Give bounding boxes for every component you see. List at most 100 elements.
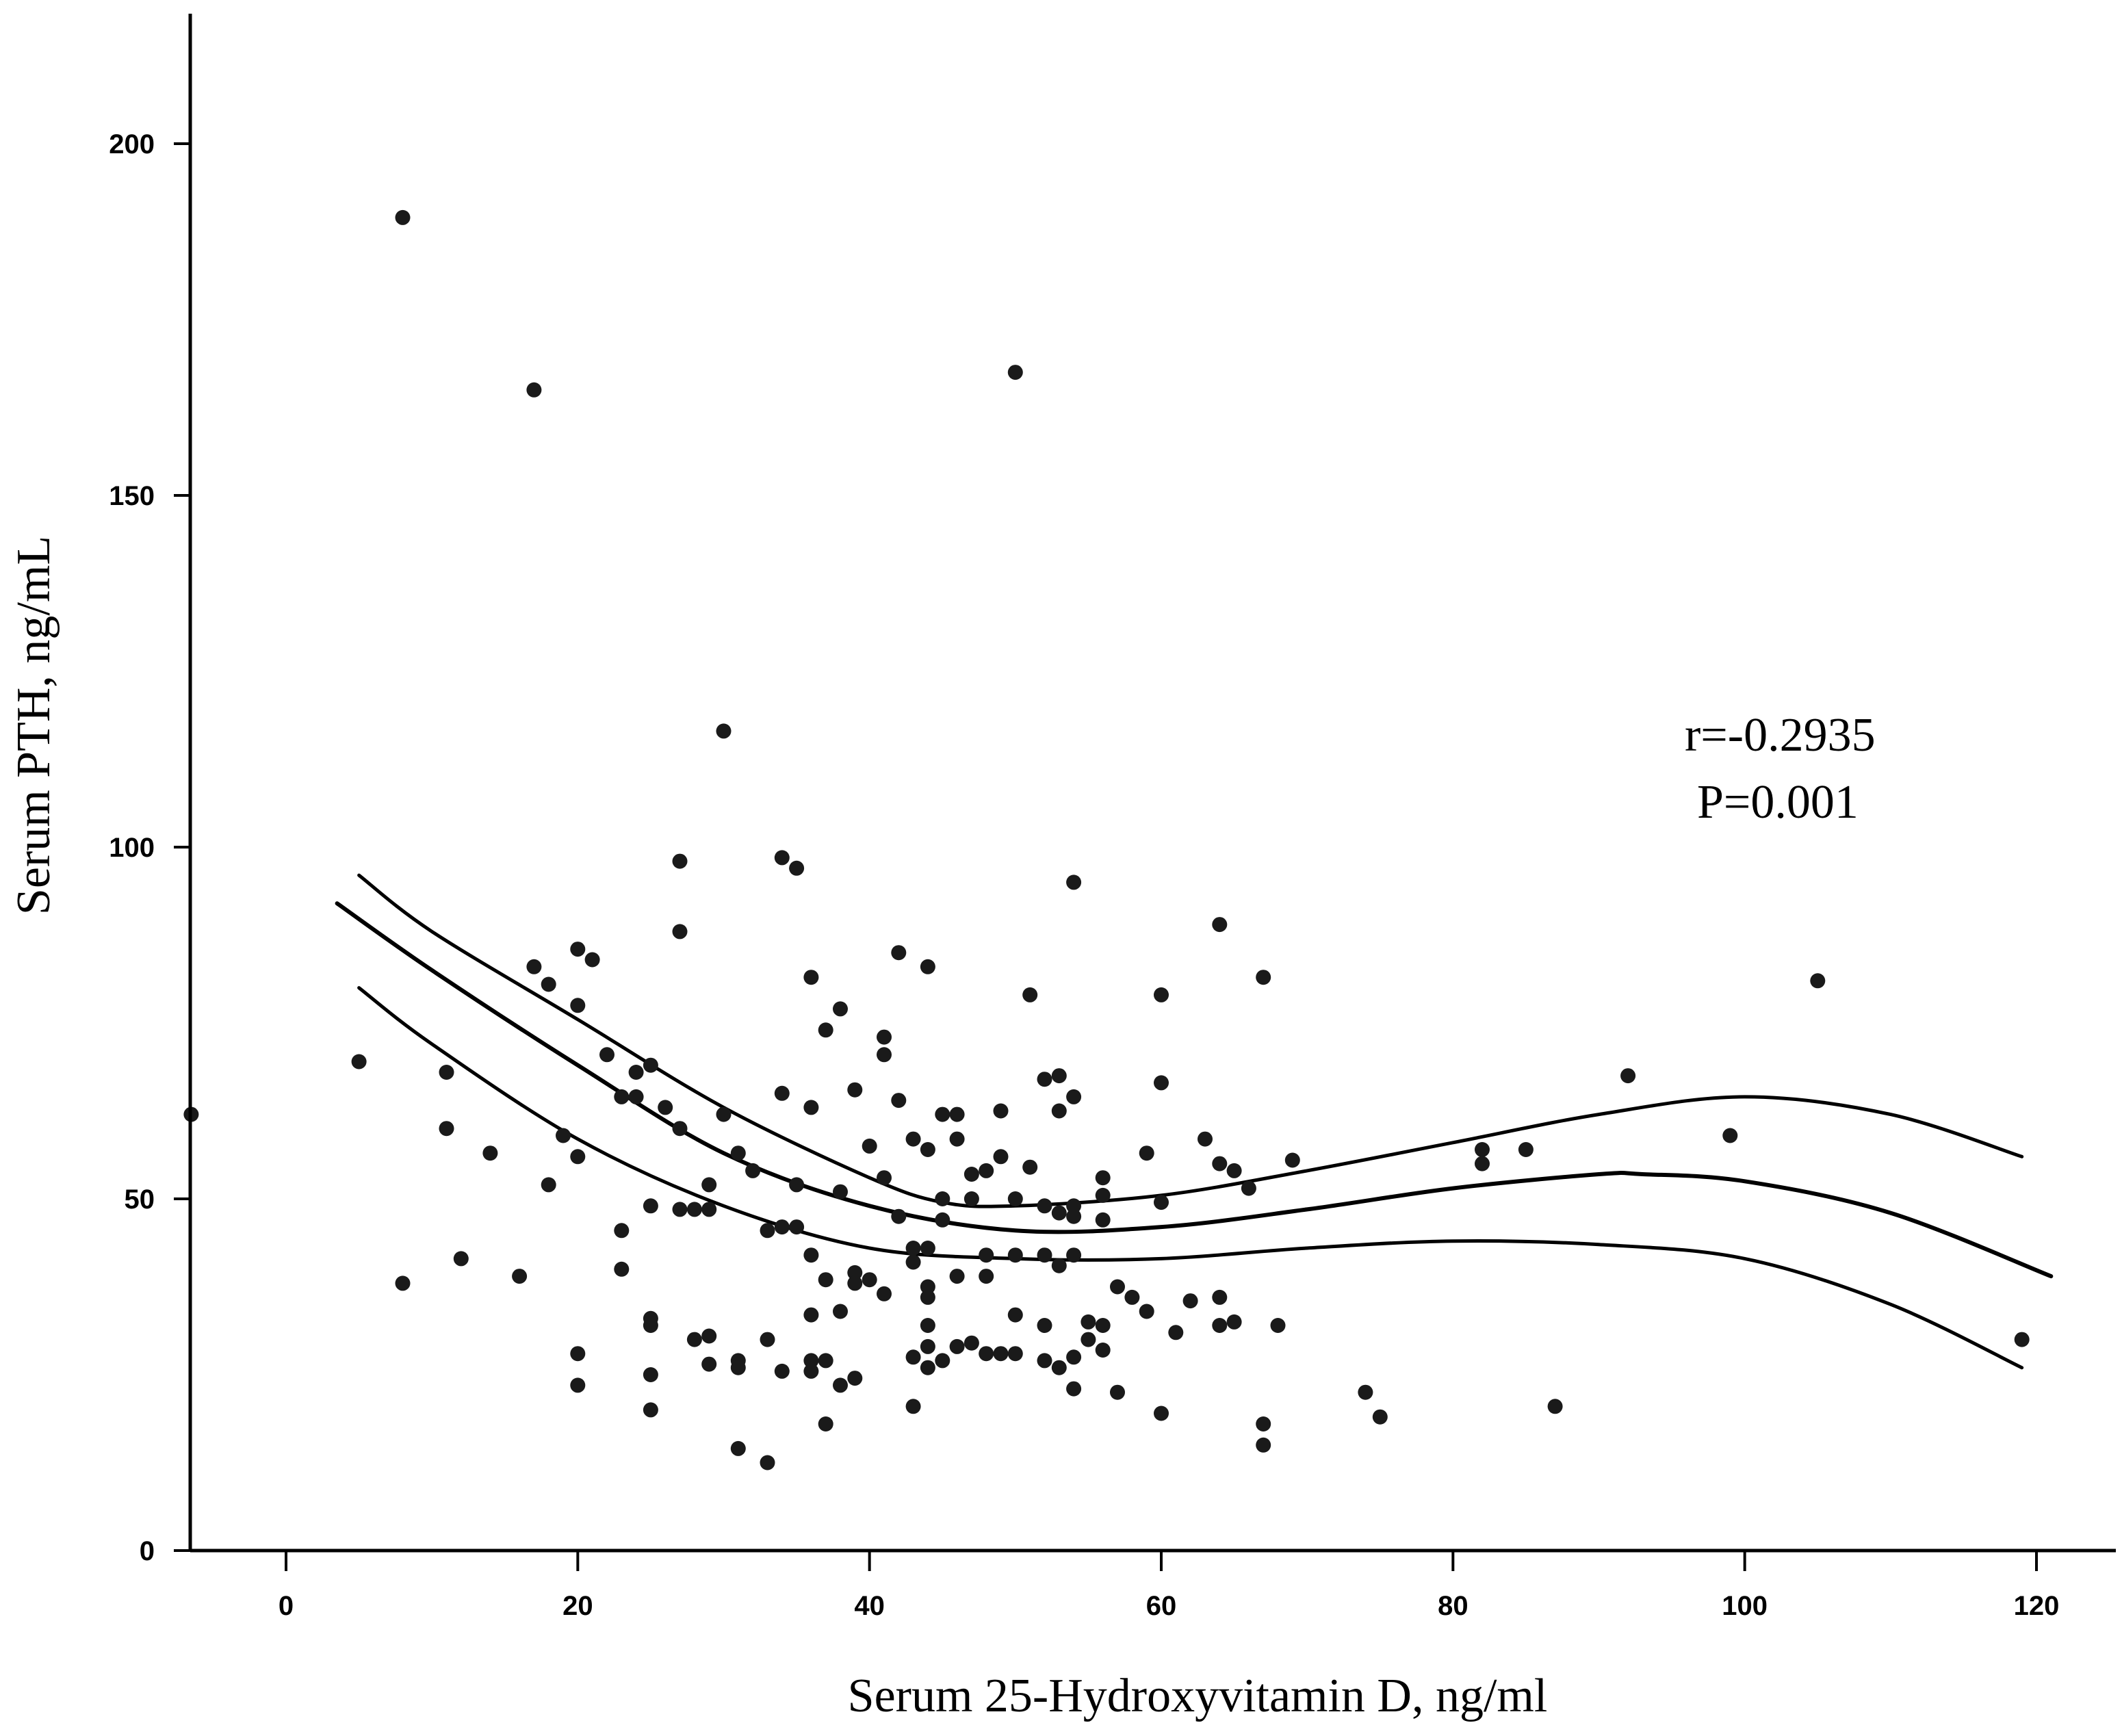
data-point [1372, 1409, 1388, 1425]
confidence-band-lower [357, 986, 2024, 1370]
data-point [847, 1082, 863, 1098]
data-point [1007, 1247, 1023, 1263]
data-point [891, 945, 907, 961]
data-point [774, 850, 790, 866]
data-point [920, 1289, 935, 1305]
data-point [1284, 1152, 1300, 1168]
data-point [993, 1149, 1009, 1165]
data-point [1095, 1343, 1111, 1358]
data-point [993, 1346, 1009, 1362]
data-point [1168, 1325, 1184, 1340]
data-point [1081, 1314, 1096, 1330]
data-point [993, 1103, 1009, 1119]
y-tick-label: 0 [140, 1536, 155, 1566]
data-point [949, 1269, 965, 1284]
data-point [949, 1106, 965, 1122]
data-point [672, 1121, 688, 1137]
data-point [672, 853, 688, 869]
data-point [541, 976, 556, 992]
data-point [1066, 1381, 1082, 1397]
data-point [2014, 1332, 2030, 1347]
data-point [614, 1261, 630, 1277]
y-tick-label: 200 [109, 129, 155, 159]
data-point [1212, 1156, 1228, 1171]
x-axis-ticks: 0 20 40 60 80 100 120 [279, 1551, 2060, 1621]
data-point [1241, 1180, 1256, 1196]
data-point [701, 1202, 717, 1217]
data-point [862, 1272, 877, 1288]
data-point [1037, 1247, 1052, 1263]
data-point [803, 1307, 819, 1323]
data-point [1066, 1089, 1082, 1104]
data-point [833, 1184, 848, 1200]
data-point [643, 1198, 658, 1214]
data-point [672, 1202, 688, 1217]
data-point [847, 1371, 863, 1386]
x-tick-label: 120 [2014, 1591, 2060, 1621]
data-point [570, 998, 586, 1013]
data-point [1095, 1212, 1111, 1228]
data-point [1212, 917, 1228, 933]
data-point [1095, 1318, 1111, 1333]
data-point [891, 1093, 907, 1109]
data-point [877, 1170, 892, 1186]
data-point [963, 1191, 979, 1206]
data-point [789, 1177, 805, 1193]
data-point [1475, 1142, 1490, 1157]
data-point [1256, 1416, 1271, 1431]
data-point [395, 209, 411, 225]
data-point [584, 952, 600, 968]
data-point [833, 1001, 848, 1017]
data-point [1022, 987, 1038, 1002]
data-point [803, 970, 819, 985]
data-point [1182, 1293, 1198, 1309]
data-point [658, 1100, 673, 1115]
data-point [1212, 1289, 1228, 1305]
data-point [1270, 1318, 1286, 1333]
data-point [935, 1106, 950, 1122]
data-point [716, 723, 732, 739]
data-point [920, 1279, 935, 1295]
data-point [1007, 1191, 1023, 1206]
data-point [686, 1332, 702, 1347]
data-point [789, 1219, 805, 1235]
data-point [803, 1363, 819, 1379]
data-point [1475, 1156, 1490, 1171]
data-point [1007, 1346, 1023, 1362]
data-point [1226, 1314, 1242, 1330]
data-point [439, 1065, 454, 1080]
data-point [760, 1223, 775, 1239]
data-point [1256, 1437, 1271, 1453]
data-point [1226, 1163, 1242, 1178]
data-point [920, 1241, 935, 1256]
data-point [1722, 1128, 1738, 1143]
data-point [905, 1131, 921, 1147]
data-point [1066, 875, 1082, 890]
plot-area [183, 209, 2054, 1471]
data-point [905, 1241, 921, 1256]
data-point [643, 1318, 658, 1333]
data-point [905, 1399, 921, 1414]
data-point [541, 1177, 556, 1193]
data-point [1051, 1205, 1067, 1221]
data-point [1051, 1068, 1067, 1084]
data-point [877, 1286, 892, 1301]
data-point [730, 1145, 746, 1161]
data-point [891, 1208, 907, 1224]
data-point [1051, 1103, 1067, 1119]
data-point [643, 1057, 658, 1073]
data-point [905, 1254, 921, 1270]
data-point [482, 1145, 498, 1161]
data-point [833, 1304, 848, 1319]
data-point [672, 924, 688, 940]
data-point [570, 1377, 586, 1393]
data-point [963, 1335, 979, 1351]
data-point [1256, 970, 1271, 985]
data-point [1037, 1318, 1052, 1333]
data-point [1095, 1187, 1111, 1203]
data-point [1066, 1198, 1082, 1214]
data-point [1154, 1405, 1169, 1421]
data-point [818, 1022, 833, 1038]
